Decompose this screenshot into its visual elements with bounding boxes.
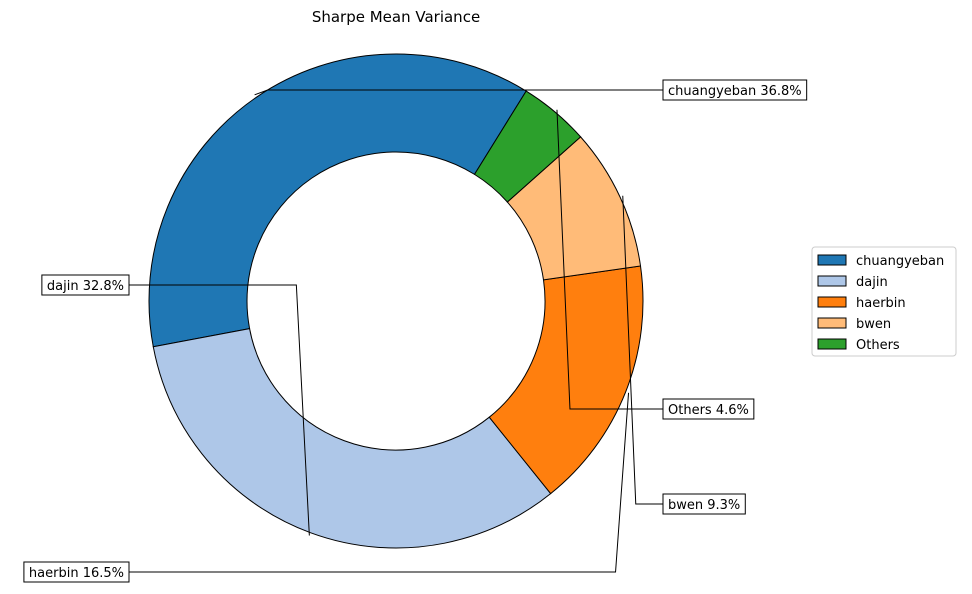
callout-label-chuangyeban: chuangyeban 36.8% [662,79,808,101]
legend-label-dajin: dajin [856,275,888,290]
legend-swatch-haerbin [817,296,847,308]
slice-dajin [152,328,552,549]
legend-swatch-others [817,338,847,350]
callout-line-others [556,109,663,410]
slice-chuangyeban [148,53,527,348]
legend-swatch-bwen [817,317,847,329]
callout-label-others: Others 4.6% [662,398,755,420]
legend-swatch-dajin [817,275,847,287]
callout-line-dajin [129,284,310,536]
legend-swatch-chuangyeban [817,254,847,266]
callout-line-bwen [622,195,663,505]
legend-label-haerbin: haerbin [856,296,906,311]
slice-others [473,90,582,203]
chart-title: Sharpe Mean Variance [312,8,480,26]
donut-slices [148,53,644,549]
callout-label-bwen: bwen 9.3% [662,493,746,515]
legend-frame [811,246,957,357]
callout-label-haerbin: haerbin 16.5% [23,561,130,583]
legend-label-bwen: bwen [856,317,891,332]
callout-text: chuangyeban 36.8% [668,84,802,99]
callout-text: haerbin 16.5% [29,566,124,581]
callout-line-haerbin [129,392,630,573]
callout-text: bwen 9.3% [668,498,740,513]
callout-text: dajin 32.8% [47,279,124,294]
callout-label-dajin: dajin 32.8% [41,274,130,296]
legend-label-chuangyeban: chuangyeban [856,254,944,269]
legend-label-others: Others [856,338,900,353]
callout-line-chuangyeban [254,89,663,96]
legend: chuangyeban dajin haerbin bwen Others [811,246,957,357]
slice-callouts: chuangyeban 36.8% dajin 32.8% haerbin 16.5… [23,79,808,583]
callout-text: Others 4.6% [668,403,749,418]
